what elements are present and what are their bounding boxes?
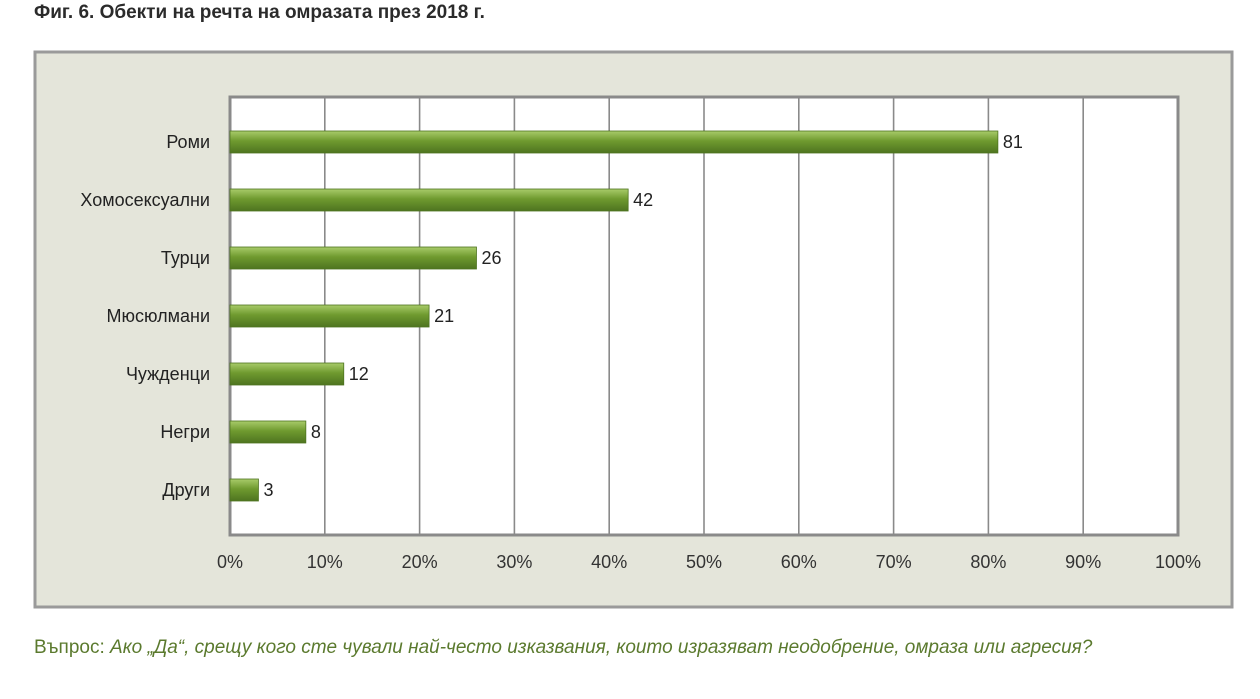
x-axis-tick-labels: 0% 10% 20% 30% 40% 50% 60% 70% 80% 90% 100% xyxy=(217,552,1201,572)
value-labels: 81 42 26 21 12 8 3 xyxy=(263,132,1022,500)
x-tick-label-30: 30% xyxy=(496,552,532,572)
category-label-2: Хомосексуални xyxy=(80,190,210,210)
x-tick-label-100: 100% xyxy=(1155,552,1201,572)
bars xyxy=(229,130,999,502)
bar-6 xyxy=(229,420,307,444)
x-tick-label-20: 20% xyxy=(402,552,438,572)
value-label-4: 21 xyxy=(434,306,454,326)
x-tick-label-50: 50% xyxy=(686,552,722,572)
chart: Роми Хомосексуални Турци Мюсюлмани Чужденци Н… xyxy=(33,50,1234,609)
x-tick-label-60: 60% xyxy=(781,552,817,572)
category-label-7: Други xyxy=(162,480,210,500)
value-label-6: 8 xyxy=(311,422,321,442)
bar-1 xyxy=(229,130,999,154)
category-label-4: Мюсюлмани xyxy=(107,306,210,326)
question-lead: Въпрос: xyxy=(34,637,111,658)
category-label-3: Турци xyxy=(161,248,210,268)
x-tick-label-80: 80% xyxy=(970,552,1006,572)
value-label-7: 3 xyxy=(263,480,273,500)
figure-title: Фиг. 6. Обекти на речта на омразата през… xyxy=(34,2,485,23)
value-label-3: 26 xyxy=(481,248,501,268)
value-label-1: 81 xyxy=(1003,132,1023,152)
bar-7 xyxy=(229,478,259,502)
x-tick-label-90: 90% xyxy=(1065,552,1101,572)
category-label-6: Негри xyxy=(160,422,210,442)
bar-2 xyxy=(229,188,629,212)
x-tick-label-70: 70% xyxy=(876,552,912,572)
bar-5 xyxy=(229,362,345,386)
category-label-5: Чужденци xyxy=(126,364,210,384)
x-tick-label-0: 0% xyxy=(217,552,243,572)
x-tick-label-10: 10% xyxy=(307,552,343,572)
value-label-5: 12 xyxy=(349,364,369,384)
x-tick-label-40: 40% xyxy=(591,552,627,572)
value-label-2: 42 xyxy=(633,190,653,210)
category-labels: Роми Хомосексуални Турци Мюсюлмани Чужденци Н… xyxy=(80,132,210,500)
question-text: Ако „Да“, срещу кого сте чували най-чест… xyxy=(110,637,1093,658)
gridlines xyxy=(323,97,1084,535)
survey-question: Въпрос: Ако „Да“, срещу кого сте чували … xyxy=(34,634,1214,662)
category-label-1: Роми xyxy=(166,132,210,152)
bar-3 xyxy=(229,246,477,270)
bar-4 xyxy=(229,304,430,328)
